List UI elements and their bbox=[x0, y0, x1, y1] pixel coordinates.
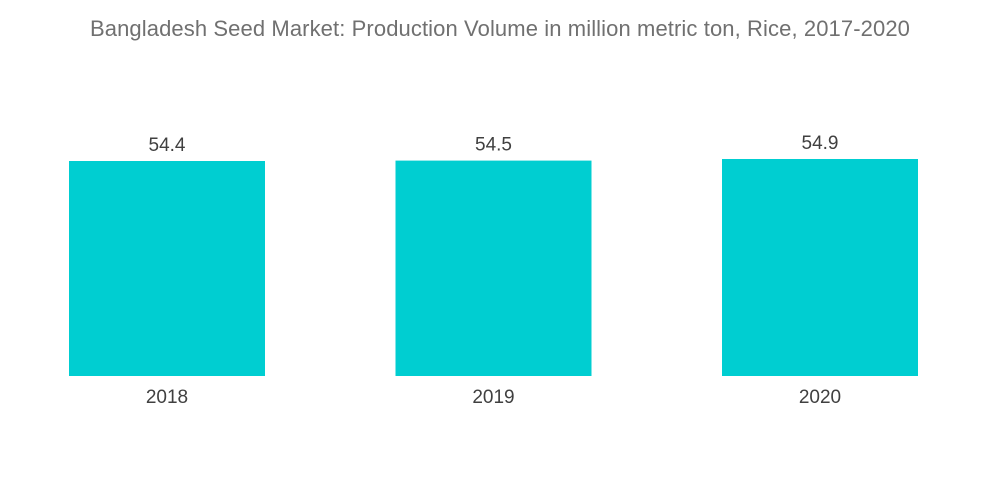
bars-group bbox=[69, 159, 918, 376]
data-labels-group: 54.4 54.5 54.9 bbox=[149, 133, 839, 156]
bar-2018 bbox=[69, 161, 265, 376]
bar-2020 bbox=[722, 159, 918, 376]
x-tick-label-2018: 2018 bbox=[146, 387, 188, 408]
data-label-2020: 54.9 bbox=[802, 133, 839, 154]
x-tick-labels-group: 2018 2019 2020 bbox=[146, 387, 841, 408]
chart-title: Bangladesh Seed Market: Production Volum… bbox=[89, 16, 910, 41]
data-label-2019: 54.5 bbox=[475, 135, 512, 156]
x-tick-label-2020: 2020 bbox=[799, 387, 841, 408]
bar-2019 bbox=[395, 160, 592, 376]
data-label-2018: 54.4 bbox=[149, 135, 186, 156]
x-tick-label-2019: 2019 bbox=[472, 387, 514, 408]
